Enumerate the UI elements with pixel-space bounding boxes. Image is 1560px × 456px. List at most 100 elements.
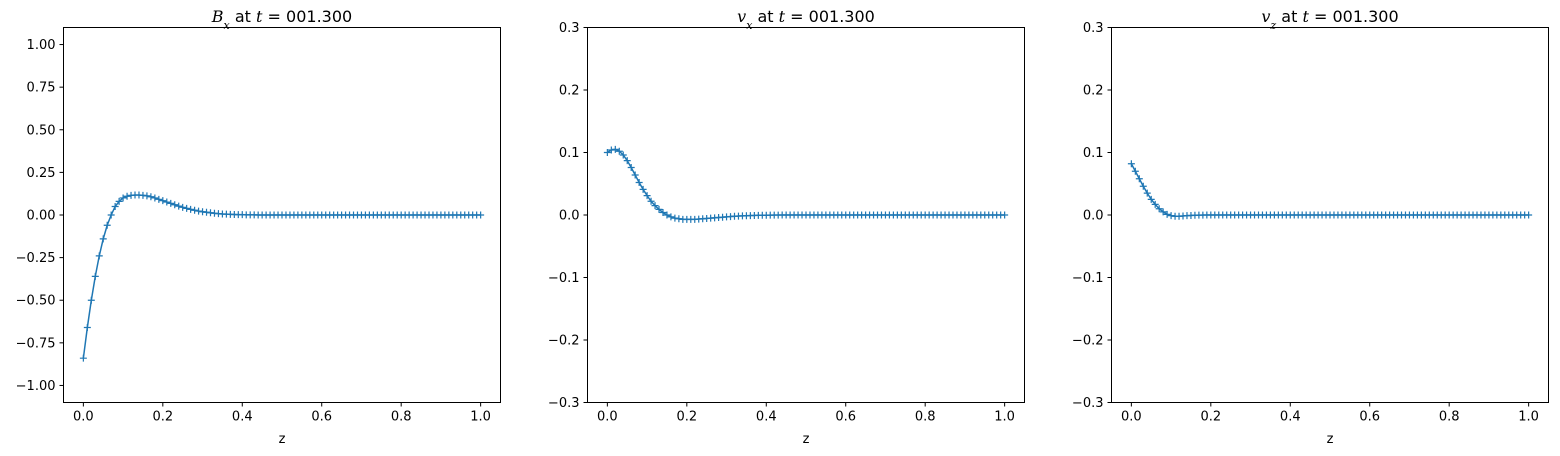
x-tick-label: 0.0 <box>73 410 94 425</box>
x-axis-label: z <box>803 432 810 447</box>
y-tick-label: 0.0 <box>1083 209 1104 224</box>
data-point <box>615 147 623 155</box>
data-point <box>107 211 115 219</box>
data-point <box>1167 212 1175 220</box>
y-tick-label: −0.2 <box>548 334 580 349</box>
data-point <box>147 193 155 201</box>
panel-vx: vx at t = 001.300 z 0.0 0.2 0.4 0.6 0.8 1.0 −0… <box>548 7 1025 447</box>
y-tick-label: 1.00 <box>27 38 56 53</box>
y-tick-label: −0.3 <box>1072 396 1104 411</box>
data-point <box>643 192 651 200</box>
y-tick-label: 0.25 <box>27 166 56 181</box>
y-tick-label: 0.0 <box>559 209 580 224</box>
data-point <box>83 324 91 331</box>
panel-vz: vz at t = 001.300 z 0.0 0.2 0.4 0.6 0.8 1.0 −0… <box>1072 7 1549 447</box>
y-tick-label: 0.00 <box>27 209 56 224</box>
axis-ticks: 0.0 0.2 0.4 0.6 0.8 1.0 −0.3 −0.2 −0.1 0.0 0.1 0.2 0… <box>1072 21 1539 425</box>
data-point <box>103 221 111 229</box>
x-tick-label: 0.8 <box>915 410 936 425</box>
data-point <box>663 211 671 219</box>
y-tick-label: −0.1 <box>548 271 580 286</box>
data-point <box>647 197 655 205</box>
data-point <box>1139 182 1147 190</box>
data-point <box>1001 211 1009 219</box>
data-point <box>655 205 663 213</box>
panel-bx: Bx at t = 001.300 z 0.0 0.2 0.4 0.6 0.8 1.0 −1… <box>16 7 501 447</box>
data-point <box>167 199 175 207</box>
data-point <box>179 203 187 211</box>
x-tick-label: 0.0 <box>597 410 618 425</box>
data-point <box>151 194 159 202</box>
data-point <box>477 211 485 219</box>
data-point <box>79 354 87 362</box>
data-point <box>187 205 195 213</box>
chart-title: vz at t = 001.300 <box>1261 7 1398 32</box>
data-point <box>1525 211 1533 219</box>
y-tick-label: −0.2 <box>1072 334 1104 349</box>
chart-title: vx at t = 001.300 <box>737 7 875 32</box>
data-markers <box>603 145 1009 223</box>
y-tick-label: 0.3 <box>1083 21 1104 36</box>
data-point <box>111 202 119 210</box>
data-point <box>183 204 191 212</box>
data-point <box>611 145 619 153</box>
data-point <box>675 215 683 223</box>
data-point <box>175 202 183 210</box>
y-tick-label: 0.3 <box>559 21 580 36</box>
x-tick-label: 0.4 <box>1280 410 1301 425</box>
y-tick-label: 0.2 <box>559 84 580 99</box>
data-point <box>123 192 131 200</box>
data-point <box>143 192 151 200</box>
data-markers <box>1127 160 1533 220</box>
x-tick-label: 0.6 <box>1359 410 1380 425</box>
x-tick-label: 0.4 <box>756 410 777 425</box>
data-point <box>651 202 659 210</box>
y-tick-label: −0.25 <box>16 251 56 266</box>
x-tick-label: 0.2 <box>676 410 697 425</box>
data-point <box>95 252 103 260</box>
data-markers <box>79 191 485 362</box>
y-tick-label: −0.75 <box>16 336 56 351</box>
data-point <box>1155 205 1163 213</box>
data-point <box>1131 167 1139 175</box>
axis-ticks: 0.0 0.2 0.4 0.6 0.8 1.0 −1.00 −0.75 −0.50 −0.25 0.… <box>16 38 491 424</box>
y-tick-label: 0.1 <box>1083 146 1104 161</box>
x-tick-label: 1.0 <box>994 410 1015 425</box>
x-tick-label: 0.2 <box>152 410 173 425</box>
data-point <box>603 149 611 156</box>
x-tick-label: 0.8 <box>1439 410 1460 425</box>
data-point <box>171 201 179 209</box>
x-tick-label: 1.0 <box>1518 410 1539 425</box>
data-point <box>639 185 647 193</box>
data-point <box>1127 160 1135 168</box>
data-point <box>631 171 639 179</box>
data-point <box>667 213 675 221</box>
y-tick-label: 0.1 <box>559 146 580 161</box>
data-point <box>1163 210 1171 218</box>
y-tick-label: 0.50 <box>27 123 56 138</box>
data-point <box>623 157 631 165</box>
data-point <box>659 209 667 216</box>
data-point <box>119 194 127 202</box>
data-point <box>671 214 679 222</box>
y-tick-label: 0.75 <box>27 81 56 96</box>
data-point <box>607 146 615 154</box>
axis-ticks: 0.0 0.2 0.4 0.6 0.8 1.0 −0.3 −0.2 −0.1 0.0 0.1 0.2 0… <box>548 21 1015 425</box>
data-point <box>159 197 167 205</box>
x-tick-label: 0.6 <box>311 410 332 425</box>
data-point <box>195 207 203 215</box>
data-point <box>1159 208 1167 216</box>
data-point <box>155 195 163 203</box>
data-point <box>619 151 627 159</box>
data-point <box>91 272 99 280</box>
data-point <box>115 197 123 205</box>
y-tick-label: −0.50 <box>16 294 56 309</box>
x-axis-label: z <box>279 432 286 447</box>
data-point <box>635 179 643 186</box>
data-point <box>1147 195 1155 203</box>
data-point <box>99 235 107 243</box>
data-point <box>163 198 171 206</box>
y-tick-label: −0.1 <box>1072 271 1104 286</box>
x-tick-label: 0.8 <box>391 410 412 425</box>
